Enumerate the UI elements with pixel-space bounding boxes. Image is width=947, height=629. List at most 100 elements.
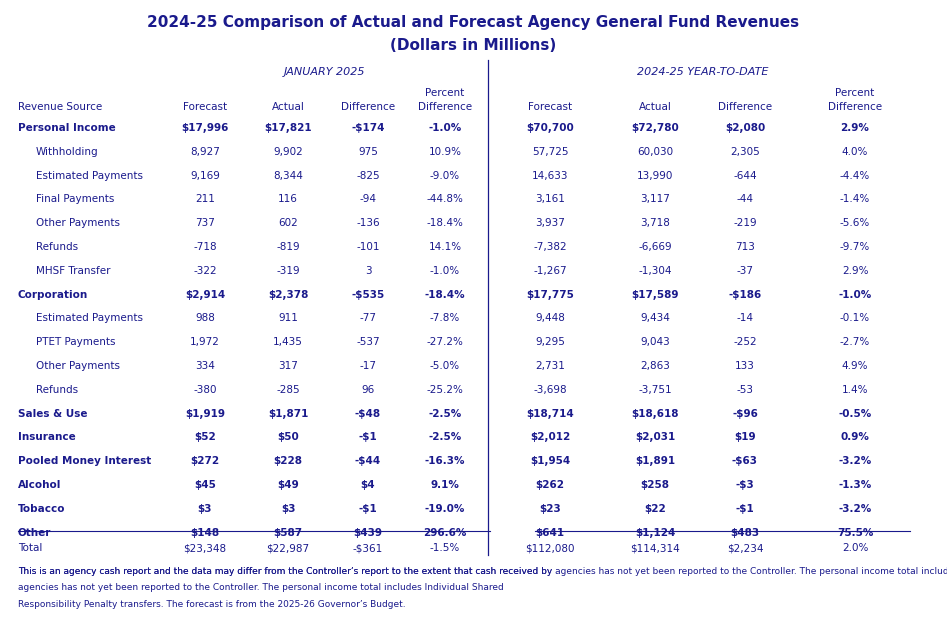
Text: -2.5%: -2.5% [428,432,461,442]
Text: Personal Income: Personal Income [18,123,116,133]
Text: $49: $49 [277,480,299,490]
Text: Revenue Source: Revenue Source [18,102,102,112]
Text: Refunds: Refunds [36,385,78,395]
Text: 60,030: 60,030 [637,147,673,157]
Text: -9.0%: -9.0% [430,170,460,181]
Text: -$361: -$361 [353,543,384,553]
Text: 8,927: 8,927 [190,147,220,157]
Text: $72,780: $72,780 [631,123,679,133]
Text: 737: 737 [195,218,215,228]
Text: $112,080: $112,080 [526,543,575,553]
Text: $2,914: $2,914 [185,289,225,299]
Text: 57,725: 57,725 [532,147,568,157]
Text: Difference: Difference [341,102,395,112]
Text: Refunds: Refunds [36,242,78,252]
Text: -$48: -$48 [355,409,381,419]
Text: 334: 334 [195,361,215,371]
Text: Difference: Difference [718,102,772,112]
Text: PTET Payments: PTET Payments [36,337,116,347]
Text: 317: 317 [278,361,298,371]
Text: $2,031: $2,031 [634,432,675,442]
Text: $3: $3 [198,504,212,514]
Text: Other Payments: Other Payments [36,218,120,228]
Text: -0.1%: -0.1% [840,313,870,323]
Text: 2,863: 2,863 [640,361,670,371]
Text: 0.9%: 0.9% [841,432,869,442]
Text: 116: 116 [278,194,298,204]
Text: 3,117: 3,117 [640,194,670,204]
Text: -537: -537 [356,337,380,347]
Text: Other Payments: Other Payments [36,361,120,371]
Text: -$174: -$174 [351,123,384,133]
Text: 975: 975 [358,147,378,157]
Text: $258: $258 [640,480,670,490]
Text: $148: $148 [190,528,220,538]
Text: Difference: Difference [828,102,882,112]
Text: Alcohol: Alcohol [18,480,62,490]
Text: $17,821: $17,821 [264,123,312,133]
Text: -$1: -$1 [359,432,377,442]
Text: $1,124: $1,124 [634,528,675,538]
Text: -819: -819 [277,242,300,252]
Text: $2,378: $2,378 [268,289,308,299]
Text: -37: -37 [737,266,754,276]
Text: 2.0%: 2.0% [842,543,868,553]
Text: Pooled Money Interest: Pooled Money Interest [18,456,152,466]
Text: -319: -319 [277,266,300,276]
Text: -1.3%: -1.3% [838,480,871,490]
Text: -4.4%: -4.4% [840,170,870,181]
Text: Responsibility Penalty transfers. The forecast is from the 2025-26 Governor’s Bu: Responsibility Penalty transfers. The fo… [18,600,405,609]
Text: 96: 96 [362,385,375,395]
Text: $483: $483 [730,528,759,538]
Text: Percent: Percent [835,88,875,98]
Text: $1,891: $1,891 [634,456,675,466]
Text: $2,080: $2,080 [724,123,765,133]
Text: $18,618: $18,618 [632,409,679,419]
Text: $228: $228 [274,456,302,466]
Text: 1,972: 1,972 [190,337,220,347]
Text: 1,435: 1,435 [273,337,303,347]
Text: -1.0%: -1.0% [430,266,460,276]
Text: $19: $19 [734,432,756,442]
Text: -252: -252 [733,337,757,347]
Text: $22: $22 [644,504,666,514]
Text: $45: $45 [194,480,216,490]
Text: 1.4%: 1.4% [842,385,868,395]
Text: 14.1%: 14.1% [428,242,461,252]
Text: -6,669: -6,669 [638,242,671,252]
Text: $641: $641 [535,528,564,538]
Text: 3,718: 3,718 [640,218,670,228]
Text: 911: 911 [278,313,298,323]
Text: Total: Total [18,543,43,553]
Text: -219: -219 [733,218,757,228]
Text: -$186: -$186 [728,289,761,299]
Text: -44: -44 [737,194,754,204]
Text: (Dollars in Millions): (Dollars in Millions) [390,38,557,52]
Text: MHSF Transfer: MHSF Transfer [36,266,111,276]
Text: 133: 133 [735,361,755,371]
Text: 988: 988 [195,313,215,323]
Text: -136: -136 [356,218,380,228]
Text: -7.8%: -7.8% [430,313,460,323]
Text: $262: $262 [535,480,564,490]
Text: -5.6%: -5.6% [840,218,870,228]
Text: -718: -718 [193,242,217,252]
Text: $439: $439 [353,528,383,538]
Text: 2.9%: 2.9% [841,123,869,133]
Text: $52: $52 [194,432,216,442]
Text: 602: 602 [278,218,298,228]
Text: 2,305: 2,305 [730,147,759,157]
Text: $2,234: $2,234 [726,543,763,553]
Text: -3,751: -3,751 [638,385,671,395]
Text: -$1: -$1 [736,504,755,514]
Text: -17: -17 [360,361,377,371]
Text: agencies has not yet been reported to the Controller. The personal income total : agencies has not yet been reported to th… [18,584,504,593]
Text: 2.9%: 2.9% [842,266,868,276]
Text: $17,589: $17,589 [632,289,679,299]
Text: -285: -285 [277,385,300,395]
Text: 75.5%: 75.5% [837,528,873,538]
Text: -2.5%: -2.5% [428,409,461,419]
Text: 14,633: 14,633 [532,170,568,181]
Text: 9,902: 9,902 [273,147,303,157]
Text: -14: -14 [737,313,754,323]
